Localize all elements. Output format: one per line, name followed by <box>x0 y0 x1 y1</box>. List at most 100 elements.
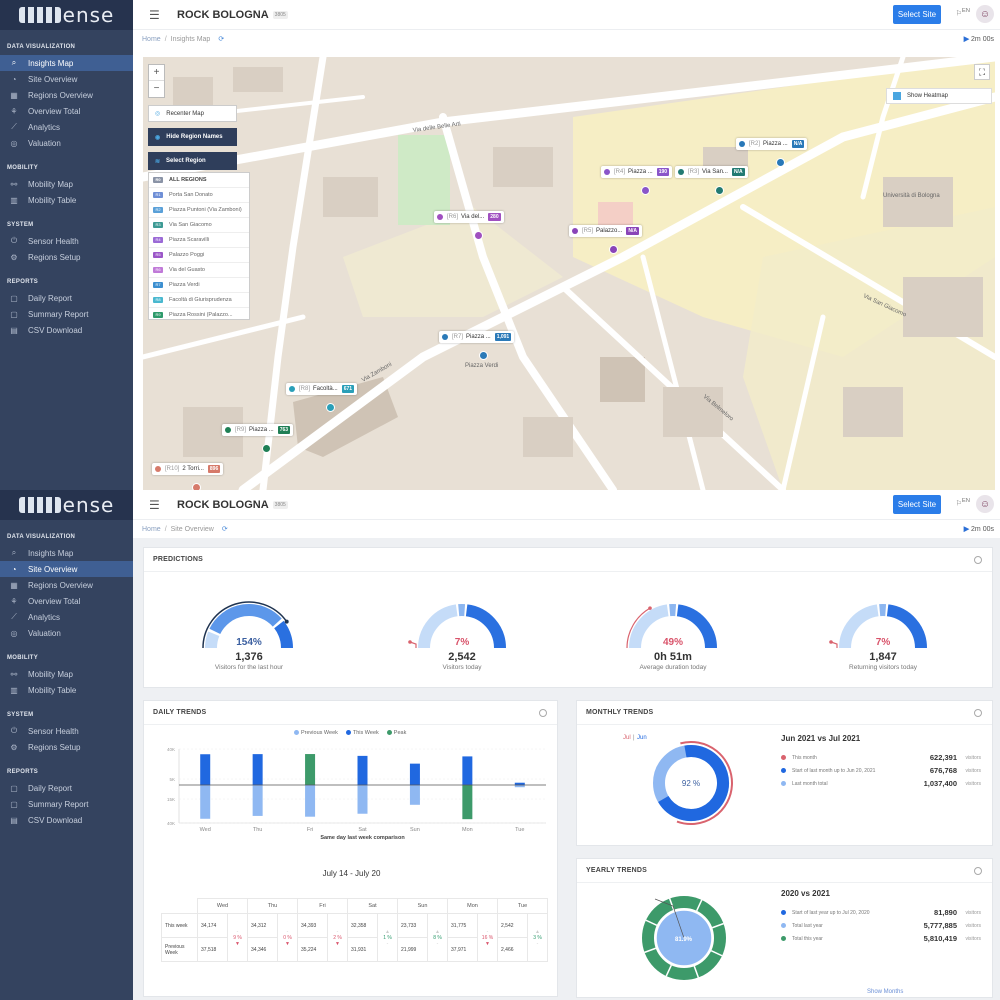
logo[interactable]: ense <box>0 0 133 30</box>
avatar[interactable]: ☺ <box>976 495 994 513</box>
language-switch[interactable]: ⚐EN <box>955 498 970 508</box>
marker-count-badge: 190 <box>656 168 670 176</box>
sidebar-item-regions-setup[interactable]: ⚙ Regions Setup <box>0 739 133 755</box>
legend-previous-week[interactable]: Previous Week <box>294 730 338 736</box>
sidebar-item-valuation[interactable]: ◎ Valuation <box>0 135 133 151</box>
logo[interactable]: ense <box>0 490 133 520</box>
menu-icon[interactable]: ☰ <box>149 497 160 512</box>
sidebar-item-valuation[interactable]: ◎ Valuation <box>0 625 133 641</box>
sidebar-item-summary-report[interactable]: ▢ Summary Report <box>0 796 133 812</box>
sidebar-item-mobility-map[interactable]: ⚯ Mobility Map <box>0 176 133 192</box>
region-list-item[interactable]: R7 Piazza Verdi <box>149 278 249 293</box>
breadcrumb-home[interactable]: Home <box>142 35 161 43</box>
region-list-item[interactable]: R2 Piazza Puntoni (Via Zamboni) <box>149 203 249 218</box>
sidebar-item-label: Summary Report <box>28 799 89 809</box>
tag-jul: Jul <box>623 735 631 741</box>
sidebar-item-daily-report[interactable]: ▢ Daily Report <box>0 780 133 796</box>
sidebar-item-sensor-health[interactable]: ⏻ Sensor Health <box>0 233 133 249</box>
sidebar-item-overview-total[interactable]: ⚘ Overview Total <box>0 593 133 609</box>
sidebar-item-analytics[interactable]: ⟋ Analytics <box>0 609 133 625</box>
stat-row: Last month total 1,037,400 visitors <box>781 777 981 790</box>
region-pin-icon[interactable] <box>326 403 335 412</box>
region-pin-icon[interactable] <box>609 245 618 254</box>
select-site-button[interactable]: Select Site <box>893 495 941 514</box>
sidebar-item-regions-overview[interactable]: ▦ Regions Overview <box>0 577 133 593</box>
play-icon[interactable]: ▶ <box>963 36 970 43</box>
region-pin-icon[interactable] <box>262 444 271 453</box>
map-search-icon: ⌕ <box>11 58 17 67</box>
region-marker-label[interactable]: [R6] Via del... 280 <box>434 211 504 223</box>
sidebar-item-daily-report[interactable]: ▢ Daily Report <box>0 290 133 306</box>
region-list-item[interactable]: R3 Via San Giacomo <box>149 218 249 233</box>
sidebar-item-mobility-map[interactable]: ⚯ Mobility Map <box>0 666 133 682</box>
site-code: 3805 <box>272 10 288 19</box>
sidebar-item-regions-overview[interactable]: ▦ Regions Overview <box>0 87 133 103</box>
sidebar-item-site-overview[interactable]: ◔ Site Overview <box>0 561 133 577</box>
region-list-item[interactable]: R5 Palazzo Poggi <box>149 248 249 263</box>
legend-this-week[interactable]: This Week <box>345 730 379 736</box>
region-list-item[interactable]: R8 Facoltà di Giurisprudenza <box>149 293 249 308</box>
insights-map[interactable]: Via delle Belle Arti Via Zamboni Via San… <box>143 57 995 490</box>
this-week-value: 23,733 <box>397 913 428 938</box>
sidebar-item-overview-total[interactable]: ⚘ Overview Total <box>0 103 133 119</box>
region-marker-label[interactable]: [R7] Piazza ... 1,091 <box>439 331 515 343</box>
region-pin-icon[interactable] <box>192 483 201 490</box>
fullscreen-icon[interactable]: ⛶ <box>974 64 990 80</box>
play-icon[interactable]: ▶ <box>963 526 970 533</box>
collapse-icon[interactable] <box>974 867 982 875</box>
show-months-link[interactable]: Show Months <box>867 989 904 995</box>
recenter-map-button[interactable]: ◎ Recenter Map <box>148 105 237 122</box>
menu-icon[interactable]: ☰ <box>149 7 160 22</box>
region-list-item[interactable]: R1 Porta San Donato <box>149 188 249 203</box>
language-switch[interactable]: ⚐EN <box>955 8 970 18</box>
bar-previous-week <box>357 785 368 814</box>
sidebar-item-site-overview[interactable]: ◔ Site Overview <box>0 71 133 87</box>
sidebar-item-analytics[interactable]: ⟋ Analytics <box>0 119 133 135</box>
zoom-out-button[interactable]: − <box>153 83 160 94</box>
refresh-icon[interactable]: ⟳ <box>218 36 225 43</box>
breadcrumb-home[interactable]: Home <box>142 525 161 533</box>
sidebar-item-insights-map[interactable]: ⌕ Insights Map <box>0 545 133 561</box>
sidebar-item-csv-download[interactable]: ▤ CSV Download <box>0 812 133 828</box>
sidebar-item-regions-setup[interactable]: ⚙ Regions Setup <box>0 249 133 265</box>
region-marker-label[interactable]: [R4] Piazza ... 190 <box>601 166 673 178</box>
region-marker-label[interactable]: [R10] 2 Torri... 896 <box>152 463 224 475</box>
change-percent: ▲ 1 % - <box>377 913 398 962</box>
hide-region-names-button[interactable]: ◉ Hide Region Names <box>148 128 237 146</box>
region-pin-icon[interactable] <box>776 158 785 167</box>
zoom-in-button[interactable]: + <box>149 65 164 81</box>
region-marker-label[interactable]: [R9] Piazza ... 763 <box>222 424 294 436</box>
region-pin-icon[interactable] <box>479 351 488 360</box>
sidebar-item-label: Overview Total <box>28 106 81 116</box>
bar-this-week <box>357 755 368 785</box>
region-marker-label[interactable]: [R5] Palazzo... N/A <box>569 225 642 237</box>
region-marker-label[interactable]: [R2] Piazza ... N/A <box>736 138 808 150</box>
collapse-icon[interactable] <box>539 709 547 717</box>
collapse-icon[interactable] <box>974 709 982 717</box>
region-list-item[interactable]: R4 Piazza Scaravilli <box>149 233 249 248</box>
region-list[interactable]: R0 ALL REGIONS R1 Porta San Donato R2 Piazza … <box>148 172 250 320</box>
region-pin-icon[interactable] <box>715 186 724 195</box>
sidebar-item-summary-report[interactable]: ▢ Summary Report <box>0 306 133 322</box>
region-list-item[interactable]: R9 Piazza Rossini (Palazzo... <box>149 308 249 319</box>
sidebar-item-mobility-table[interactable]: ▥ Mobility Table <box>0 682 133 698</box>
region-marker-label[interactable]: [R3] Via San... N/A <box>675 166 748 178</box>
region-list-item[interactable]: R0 ALL REGIONS <box>149 173 249 188</box>
sidebar-item-mobility-table[interactable]: ▥ Mobility Table <box>0 192 133 208</box>
legend-peak[interactable]: Peak <box>386 730 406 736</box>
region-list-item[interactable]: R6 Via del Guasto <box>149 263 249 278</box>
sidebar-item-sensor-health[interactable]: ⏻ Sensor Health <box>0 723 133 739</box>
avatar[interactable]: ☺ <box>976 5 994 23</box>
region-pin-icon[interactable] <box>641 186 650 195</box>
language-code: EN <box>961 8 970 14</box>
sidebar-item-csv-download[interactable]: ▤ CSV Download <box>0 322 133 338</box>
breadcrumb: Home / Site Overview ⟳ ▶ 2m 00s <box>133 520 1000 538</box>
region-marker-label[interactable]: [R8] Facoltà... 671 <box>286 383 358 395</box>
select-site-button[interactable]: Select Site <box>893 5 941 24</box>
sidebar-item-insights-map[interactable]: ⌕ Insights Map <box>0 55 133 71</box>
collapse-icon[interactable] <box>974 556 982 564</box>
region-pin-icon[interactable] <box>474 231 483 240</box>
select-region-button[interactable]: ≋ Select Region <box>148 152 237 170</box>
refresh-icon[interactable]: ⟳ <box>221 526 228 533</box>
show-heatmap-toggle[interactable]: Show Heatmap <box>886 88 992 104</box>
